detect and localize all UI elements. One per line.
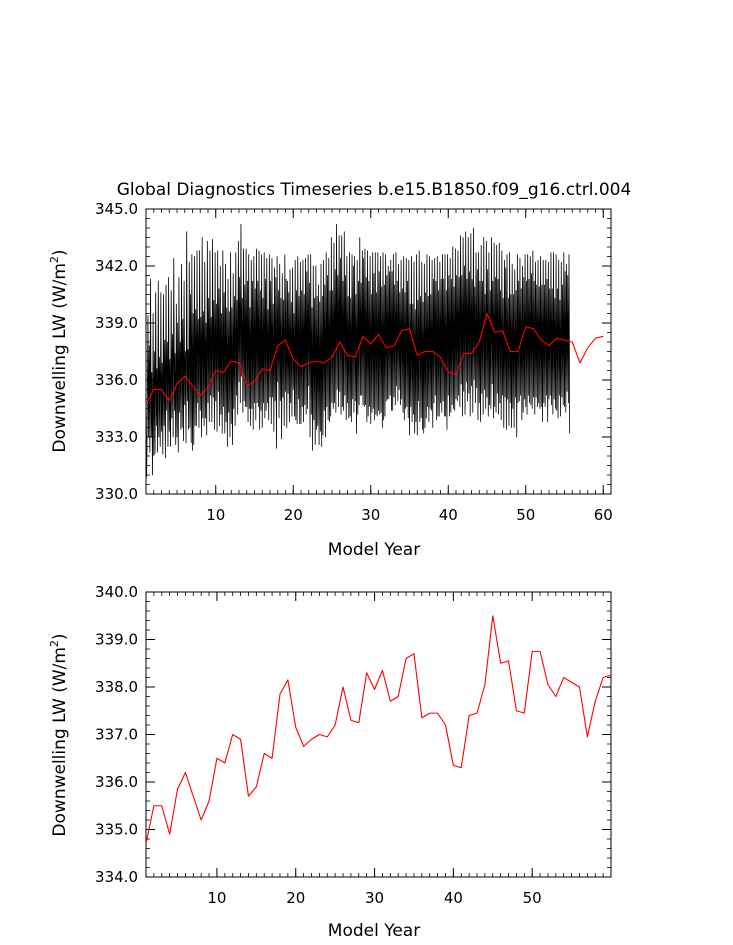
y-tick-label: 345.0	[95, 200, 138, 218]
x-tick-label: 30	[365, 889, 384, 907]
bottom-chart: 10 20 30 40 50 334.0 335.0 336.0 337.0 338.0 339.0…	[48, 583, 612, 941]
annual-mean-line	[145, 312, 604, 405]
monthly-series-line	[145, 223, 571, 478]
top-axis-ticks	[145, 208, 612, 495]
top-y-axis-label: Downwelling LW (W/m2)	[48, 249, 70, 452]
x-tick-label: 20	[284, 506, 303, 524]
x-tick-label: 50	[516, 506, 535, 524]
bottom-axis-ticks	[145, 591, 612, 878]
y-tick-label: 330.0	[95, 485, 138, 503]
x-tick-label: 40	[439, 506, 458, 524]
top-tick-labels: 10 20 30 40 50 60 330.0 333.0 336.0 339.0 342.0 345…	[95, 200, 613, 524]
y-tick-label: 340.0	[95, 583, 138, 601]
top-x-axis-label: Model Year	[328, 540, 420, 560]
y-tick-label: 339.0	[95, 314, 138, 332]
top-plot-lines	[145, 223, 604, 478]
x-tick-label: 10	[207, 889, 226, 907]
x-tick-label: 20	[286, 889, 305, 907]
bottom-x-axis-label: Model Year	[328, 921, 420, 941]
y-tick-label: 342.0	[95, 257, 138, 275]
y-tick-label: 336.0	[95, 371, 138, 389]
x-tick-label: 30	[361, 506, 380, 524]
y-tick-label: 333.0	[95, 428, 138, 446]
top-chart-title: Global Diagnostics Timeseries b.e15.B185…	[117, 180, 632, 200]
x-tick-label: 10	[206, 506, 225, 524]
y-tick-label: 339.0	[95, 631, 138, 649]
annual-mean-line	[145, 615, 612, 844]
y-tick-label: 337.0	[95, 726, 138, 744]
top-chart: Global Diagnostics Timeseries b.e15.B185…	[48, 180, 631, 560]
y-tick-label: 338.0	[95, 678, 138, 696]
bottom-y-axis-label: Downwelling LW (W/m2)	[48, 633, 70, 836]
bottom-plot-lines	[145, 615, 612, 844]
bottom-tick-labels: 10 20 30 40 50 334.0 335.0 336.0 337.0 338.0 339.0…	[95, 583, 542, 907]
bottom-plot-frame	[145, 591, 612, 878]
x-tick-label: 40	[444, 889, 463, 907]
y-tick-label: 336.0	[95, 773, 138, 791]
x-tick-label: 50	[523, 889, 542, 907]
y-tick-label: 334.0	[95, 868, 138, 886]
y-tick-label: 335.0	[95, 821, 138, 839]
x-tick-label: 60	[594, 506, 613, 524]
